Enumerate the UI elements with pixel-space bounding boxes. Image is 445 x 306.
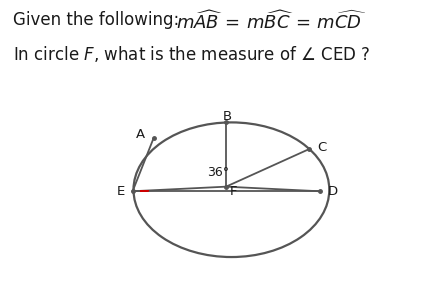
Text: In circle $\mathit{F}$, what is the measure of $\angle$ CED ?: In circle $\mathit{F}$, what is the meas…: [13, 44, 371, 64]
Text: F: F: [230, 185, 237, 198]
Text: 36°: 36°: [207, 166, 229, 179]
Text: D: D: [328, 185, 338, 198]
Text: C: C: [317, 141, 327, 154]
Text: A: A: [136, 128, 146, 141]
Text: B: B: [223, 110, 232, 123]
Text: E: E: [116, 185, 125, 198]
Text: Given the following:: Given the following:: [13, 11, 190, 29]
Text: $m\widehat{AB}$$\,=\,m\widehat{BC}\,=\,m\widehat{CD}$: $m\widehat{AB}$$\,=\,m\widehat{BC}\,=\,m…: [176, 11, 366, 33]
